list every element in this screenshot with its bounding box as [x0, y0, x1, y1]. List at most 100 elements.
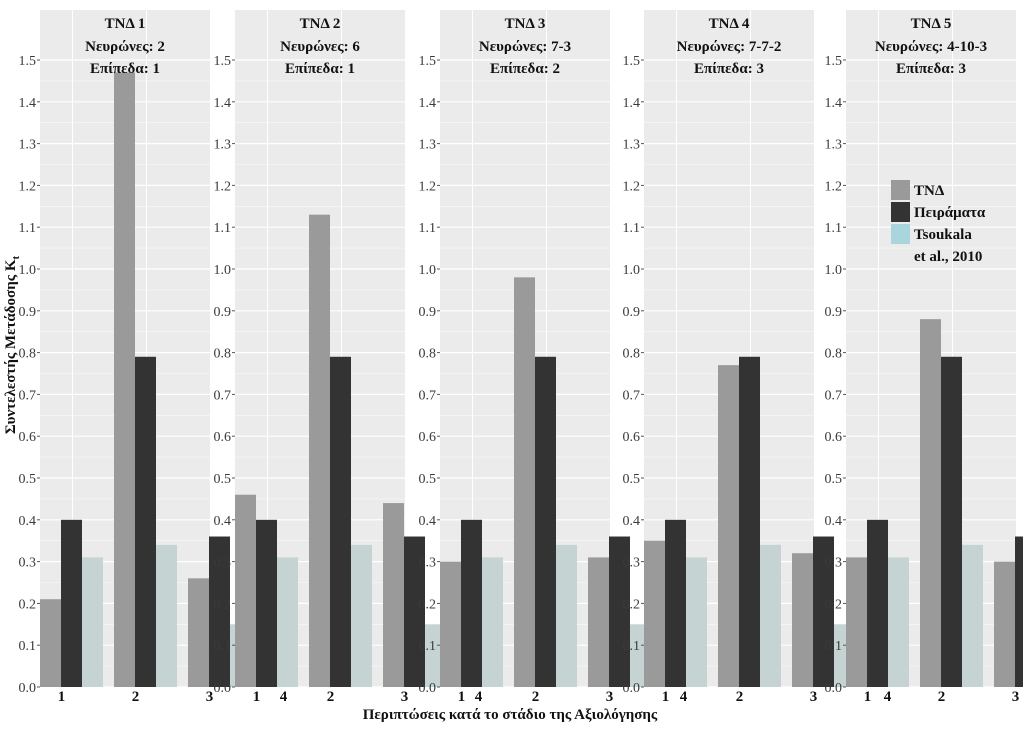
y-tick-label: 0.9	[419, 305, 437, 320]
y-tick-label: 1.2	[419, 179, 437, 194]
y-tick-label: 1.1	[19, 221, 37, 236]
bar-experiments-case-3	[1015, 537, 1023, 687]
y-axis-title-subscript: t	[10, 256, 22, 260]
y-tick-label: 0.8	[419, 347, 437, 362]
bar-tsoukala-case-1	[888, 557, 909, 687]
y-tick-label: 0.2	[19, 597, 37, 612]
bar-tsoukala-case-2	[962, 545, 983, 687]
y-tick-label: 0.1	[825, 639, 843, 654]
y-tick-label: 1.4	[623, 96, 641, 111]
bar-experiments-case-1	[61, 520, 82, 687]
y-tick-label: 0.1	[214, 639, 232, 654]
bar-ann-case-1	[644, 541, 665, 687]
x-tick-label: 2	[736, 689, 744, 705]
y-tick-label: 0.5	[19, 472, 37, 487]
y-tick-label: 1.2	[19, 179, 37, 194]
y-tick-label: 1.0	[419, 263, 437, 278]
y-tick-label: 0.7	[214, 388, 232, 403]
y-tick-label: 0.9	[825, 305, 843, 320]
bar-ann-case-3	[188, 578, 209, 687]
panel-neurons: Νευρώνες: 4-10-3	[875, 39, 987, 55]
panel-neurons: Νευρώνες: 2	[85, 39, 165, 55]
bar-experiments-case-2	[941, 357, 962, 687]
y-tick-label: 0.5	[419, 472, 437, 487]
bar-ann-case-2	[309, 215, 330, 687]
y-tick-label: 0.3	[214, 556, 232, 571]
x-tick-label: 4	[475, 689, 483, 705]
y-tick-label: 0.3	[825, 556, 843, 571]
y-tick-label: 0.9	[19, 305, 37, 320]
y-tick-label: 1.1	[214, 221, 232, 236]
panel-neurons: Νευρώνες: 6	[280, 39, 360, 55]
y-tick-label: 0.2	[419, 597, 437, 612]
bar-tsoukala-case-1	[686, 557, 707, 687]
legend-label-experiments: Πειράματα	[914, 205, 986, 221]
y-tick-label: 0.5	[825, 472, 843, 487]
y-tick-label: 0.6	[825, 430, 843, 445]
x-tick-label: 1	[253, 689, 261, 705]
y-tick-label: 0.4	[19, 514, 37, 529]
y-tick-label: 0.8	[19, 347, 37, 362]
y-tick-label: 0.1	[19, 639, 37, 654]
y-tick-label: 0.4	[214, 514, 232, 529]
legend-label-ann: ΤΝΔ	[914, 183, 945, 199]
y-tick-label: 1.4	[214, 96, 232, 111]
y-tick-label: 1.3	[19, 138, 37, 153]
y-tick-label: 0.7	[825, 388, 843, 403]
y-tick-label: 0.6	[214, 430, 232, 445]
y-tick-label: 1.5	[825, 54, 843, 69]
panel-neurons: Νευρώνες: 7-3	[479, 39, 571, 55]
y-tick-label: 0.5	[623, 472, 641, 487]
x-tick-label: 3	[606, 689, 614, 705]
bar-tsoukala-case-1	[82, 557, 103, 687]
panel-levels: Επίπεδα: 3	[694, 61, 764, 77]
bar-tsoukala-case-2	[156, 545, 177, 687]
y-tick-label: 0.9	[623, 305, 641, 320]
legend-swatch-experiments	[891, 202, 910, 222]
y-tick-label: 0.4	[825, 514, 843, 529]
x-tick-label: 4	[884, 689, 892, 705]
x-tick-label: 1	[58, 689, 66, 705]
y-tick-label: 0.5	[214, 472, 232, 487]
x-tick-label: 2	[532, 689, 540, 705]
y-tick-label: 0.7	[623, 388, 641, 403]
y-tick-label: 1.1	[419, 221, 437, 236]
x-tick-label: 1	[458, 689, 466, 705]
bar-ann-case-3	[792, 553, 813, 687]
bar-ann-case-1	[440, 562, 461, 687]
y-tick-label: 1.1	[623, 221, 641, 236]
bar-ann-case-3	[588, 557, 609, 687]
y-tick-label: 0.3	[419, 556, 437, 571]
y-tick-label: 0.0	[419, 681, 437, 696]
panel-levels: Επίπεδα: 1	[90, 61, 160, 77]
x-tick-label: 4	[680, 689, 688, 705]
bar-experiments-case-1	[461, 520, 482, 687]
bar-experiments-case-2	[330, 357, 351, 687]
y-tick-label: 0.4	[419, 514, 437, 529]
y-tick-label: 0.4	[623, 514, 641, 529]
bar-ann-case-1	[846, 557, 867, 687]
y-tick-label: 1.3	[214, 138, 232, 153]
y-tick-label: 0.0	[825, 681, 843, 696]
y-tick-label: 0.6	[419, 430, 437, 445]
y-tick-label: 1.3	[825, 138, 843, 153]
y-tick-label: 1.4	[825, 96, 843, 111]
y-tick-label: 0.1	[623, 639, 641, 654]
y-tick-label: 1.5	[623, 54, 641, 69]
y-tick-label: 1.4	[19, 96, 37, 111]
y-tick-label: 0.0	[19, 681, 37, 696]
panel-5: 0.00.10.20.30.40.50.60.70.80.91.01.11.21…	[825, 10, 1023, 705]
y-tick-label: 1.0	[19, 263, 37, 278]
y-tick-label: 1.0	[623, 263, 641, 278]
y-tick-label: 1.0	[214, 263, 232, 278]
bar-ann-case-1	[40, 599, 61, 687]
bar-ann-case-3	[994, 562, 1015, 687]
x-tick-label: 1	[864, 689, 872, 705]
y-tick-label: 1.3	[623, 138, 641, 153]
bar-experiments-case-2	[739, 357, 760, 687]
x-axis-title: Περιπτώσεις κατά το στάδιο της Αξιολόγησ…	[363, 707, 658, 723]
y-tick-label: 0.2	[825, 597, 843, 612]
y-axis-title-text: Συντελεστής Μετάδοσης K	[3, 259, 19, 434]
y-tick-label: 0.7	[419, 388, 437, 403]
y-tick-label: 0.2	[214, 597, 232, 612]
